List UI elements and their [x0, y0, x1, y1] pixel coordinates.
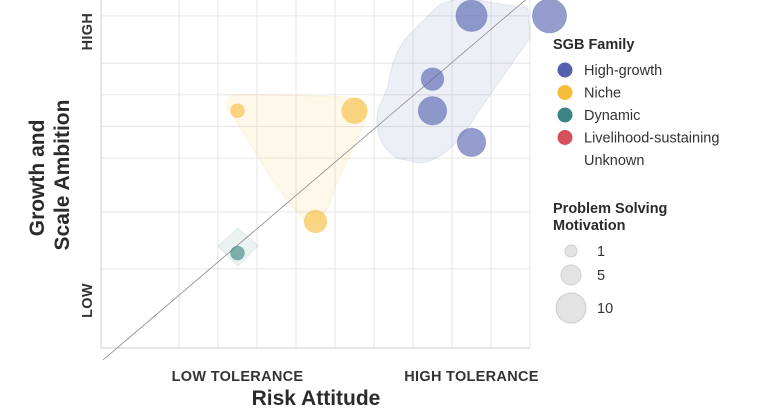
axes: Risk Attitude Growth and Scale Ambition …: [26, 13, 538, 408]
data-point-high-growth: [455, 0, 488, 32]
legend-label: Niche: [584, 86, 621, 102]
color-legend-title: SGB Family: [553, 37, 634, 53]
y-axis-title: Growth and Scale Ambition: [26, 100, 74, 251]
hull-high-growth: [376, 0, 531, 164]
x-axis-title: Risk Attitude: [252, 387, 381, 408]
legend-swatch: [557, 62, 573, 78]
legend-label: Unknown: [584, 153, 644, 169]
size-legend-circle: [560, 264, 582, 286]
data-point-niche: [341, 97, 368, 124]
data-point-high-growth: [456, 127, 487, 158]
legend-swatch: [557, 130, 573, 145]
data-point-niche: [303, 209, 328, 234]
hull-niche: [226, 93, 367, 225]
data-point-dynamic: [230, 245, 245, 261]
size-legend-circle: [564, 244, 578, 258]
size-legend-title-line: Problem Solving: [553, 201, 667, 217]
x-tick-label: LOW TOLERANCE: [172, 369, 304, 385]
y-tick-label: HIGH: [80, 13, 96, 50]
diagonal-reference-line: [102, 0, 526, 361]
legend-label: Livelihood-sustaining: [584, 131, 719, 147]
size-legend-label: 1: [597, 244, 605, 260]
data-point-high-growth: [531, 0, 568, 34]
data-point-high-growth: [420, 67, 445, 91]
legend-label: Dynamic: [584, 108, 640, 124]
x-tick-label: HIGH TOLERANCE: [404, 369, 538, 385]
plot-area: [100, 0, 568, 361]
size-legend-title: Problem Solving Motivation: [553, 201, 667, 234]
legend: SGB Family High-growth Niche Dynamic Livelih…: [553, 37, 719, 324]
data-point-high-growth: [417, 96, 448, 126]
legend-label: High-growth: [584, 63, 662, 79]
size-legend-label: 5: [597, 268, 605, 284]
legend-swatch: [557, 85, 573, 100]
y-tick-label: LOW: [80, 283, 96, 318]
size-legend-title-line: Motivation: [553, 218, 626, 234]
y-axis-title-line-1: Growth and: [26, 120, 49, 237]
size-legend-label: 10: [597, 301, 613, 317]
legend-swatch: [557, 107, 573, 123]
size-legend-circle: [555, 292, 587, 324]
data-point-niche: [230, 103, 245, 119]
y-axis-title-line-2: Scale Ambition: [51, 100, 74, 251]
